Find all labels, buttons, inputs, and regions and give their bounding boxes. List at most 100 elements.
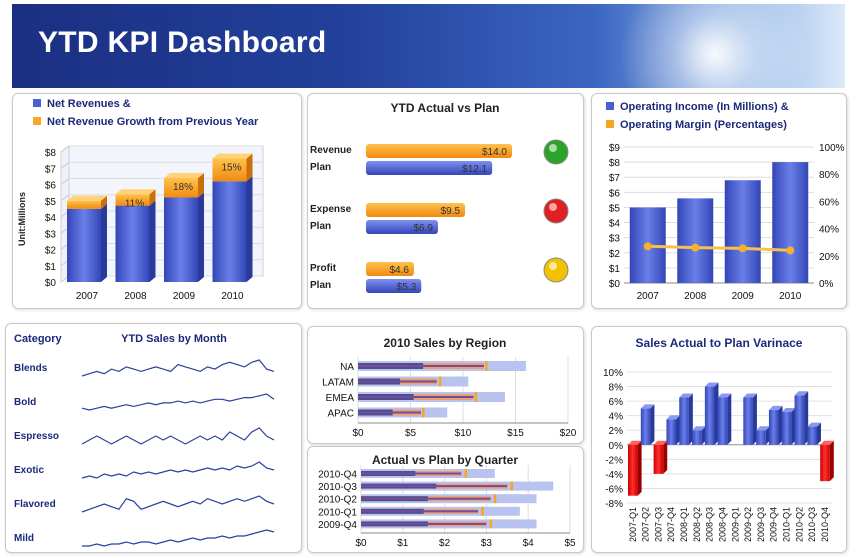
line-operating-margin bbox=[647, 244, 791, 252]
data-label: 15% bbox=[221, 163, 241, 174]
x-tick-label: 2007 bbox=[637, 291, 660, 302]
status-indicator-yellow bbox=[543, 257, 569, 283]
bar-side bbox=[816, 422, 821, 445]
bar-side bbox=[650, 404, 655, 445]
point-operating-margin bbox=[643, 242, 652, 251]
actual-plan-quarter-chart: Actual vs Plan by Quarter $0 $1 $2 $3 $4 $5 201… bbox=[318, 453, 576, 549]
point-operating-margin bbox=[738, 244, 747, 253]
bar-actual bbox=[366, 203, 466, 217]
bar-side bbox=[727, 393, 732, 445]
x-tick-label: 2009-Q3 bbox=[756, 507, 766, 542]
bar-negative bbox=[653, 444, 664, 474]
y-tick-label: $2 bbox=[45, 246, 57, 257]
y2-tick-label: 40% bbox=[819, 225, 839, 236]
bar-value-line bbox=[358, 411, 421, 414]
bar-top bbox=[820, 440, 834, 445]
x-tick-label: 2008-Q2 bbox=[692, 507, 702, 542]
x-tick-label: 2009 bbox=[173, 291, 196, 302]
bar-positive bbox=[781, 412, 792, 445]
sparkline-mild bbox=[82, 529, 275, 547]
row-label: Expense bbox=[310, 204, 352, 215]
bar-side bbox=[804, 391, 809, 445]
x-tick-label: 2008-Q4 bbox=[717, 507, 727, 542]
y-tick-label: $4 bbox=[609, 219, 621, 230]
y-tick-label: 0% bbox=[609, 441, 624, 452]
target-marker bbox=[438, 376, 442, 387]
chart-title: Sales Actual to Plan Varinace bbox=[636, 336, 803, 350]
bar-revenue bbox=[67, 208, 101, 282]
bar-side bbox=[663, 440, 668, 474]
bar-top bbox=[794, 391, 809, 396]
y2-tick-label: 20% bbox=[819, 252, 839, 263]
dashboard-title: YTD KPI Dashboard bbox=[38, 26, 327, 59]
y-tick-label: $5 bbox=[609, 203, 621, 214]
bar-growth bbox=[67, 200, 101, 209]
gridline-side bbox=[60, 194, 70, 202]
data-label: $4.6 bbox=[390, 265, 410, 276]
target-marker bbox=[489, 519, 493, 529]
bar-growth-side bbox=[198, 173, 204, 198]
y2-tick-label: 60% bbox=[819, 197, 839, 208]
legend-label: Operating Margin (Percentages) bbox=[620, 119, 787, 131]
sparkline-blends bbox=[81, 359, 275, 377]
data-label: $12.1 bbox=[462, 164, 487, 175]
bar-revenue bbox=[164, 197, 198, 282]
bar-plan bbox=[366, 279, 422, 293]
bar-growth-top bbox=[115, 189, 156, 195]
data-label: $9.5 bbox=[441, 206, 461, 217]
y-tick-label: 2010-Q3 bbox=[318, 482, 357, 493]
data-label: $5.3 bbox=[397, 282, 417, 293]
gridline-side bbox=[60, 161, 70, 169]
sparkline-exotic bbox=[81, 461, 275, 479]
x-tick-label: $5 bbox=[405, 428, 417, 439]
category-label: Bold bbox=[14, 397, 36, 408]
y-tick-label: $1 bbox=[45, 262, 57, 273]
sales-by-region-panel: 2010 Sales by Region $0 $5 $10 $15 $20 NA LATAM… bbox=[307, 326, 584, 444]
bar-plan bbox=[366, 220, 438, 234]
bar-top bbox=[653, 440, 668, 445]
bar-negative bbox=[628, 444, 638, 496]
point-operating-margin bbox=[786, 246, 795, 255]
bar-top bbox=[692, 426, 706, 431]
row-label: Revenue bbox=[310, 145, 352, 156]
column-header: Category bbox=[14, 333, 63, 345]
y-tick-label: 8% bbox=[609, 383, 624, 394]
x-tick-label: 2008 bbox=[684, 291, 707, 302]
legend-swatch-income bbox=[606, 102, 614, 110]
y-tick-label: $6 bbox=[45, 181, 57, 192]
data-label: 18% bbox=[173, 182, 193, 193]
bar-positive bbox=[768, 409, 779, 445]
legend-label: Net Revenues & bbox=[47, 98, 131, 110]
status-highlight bbox=[549, 262, 557, 270]
category-label: Mild bbox=[14, 533, 34, 544]
bar-growth bbox=[212, 158, 247, 182]
chart-title: YTD Sales by Month bbox=[121, 333, 227, 345]
bar-top bbox=[807, 422, 821, 427]
y-tick-label: 2010-Q1 bbox=[318, 507, 357, 518]
x-tick-label: 2007-Q4 bbox=[666, 507, 676, 542]
x-tick-label: 2008-Q3 bbox=[705, 507, 715, 542]
x-tick-label: $5 bbox=[564, 538, 576, 549]
x-tick-label: $1 bbox=[397, 538, 409, 549]
bar-side bbox=[637, 440, 642, 496]
legend-swatch-growth bbox=[33, 117, 41, 125]
y-tick-label: -2% bbox=[605, 455, 623, 466]
sparkline-espresso bbox=[81, 427, 275, 445]
bar-negative bbox=[820, 444, 830, 482]
target-marker bbox=[464, 469, 467, 478]
y2-tick-label: 0% bbox=[819, 279, 834, 290]
y-tick-label: $5 bbox=[45, 197, 57, 208]
data-label: 11% bbox=[125, 198, 144, 209]
point-operating-margin bbox=[691, 243, 700, 252]
y-tick-label: 2010-Q4 bbox=[318, 470, 357, 481]
bar-operating-income bbox=[677, 198, 714, 283]
category-label: Blends bbox=[14, 363, 48, 374]
bar-value-line bbox=[361, 472, 462, 475]
bar-value-line bbox=[358, 380, 437, 383]
bar-revenue bbox=[115, 205, 150, 282]
bar-plan bbox=[366, 161, 493, 175]
row-label: Plan bbox=[310, 280, 331, 291]
y-tick-label: $8 bbox=[45, 148, 57, 159]
bar-growth-side bbox=[101, 195, 107, 209]
bar-side bbox=[688, 393, 693, 445]
